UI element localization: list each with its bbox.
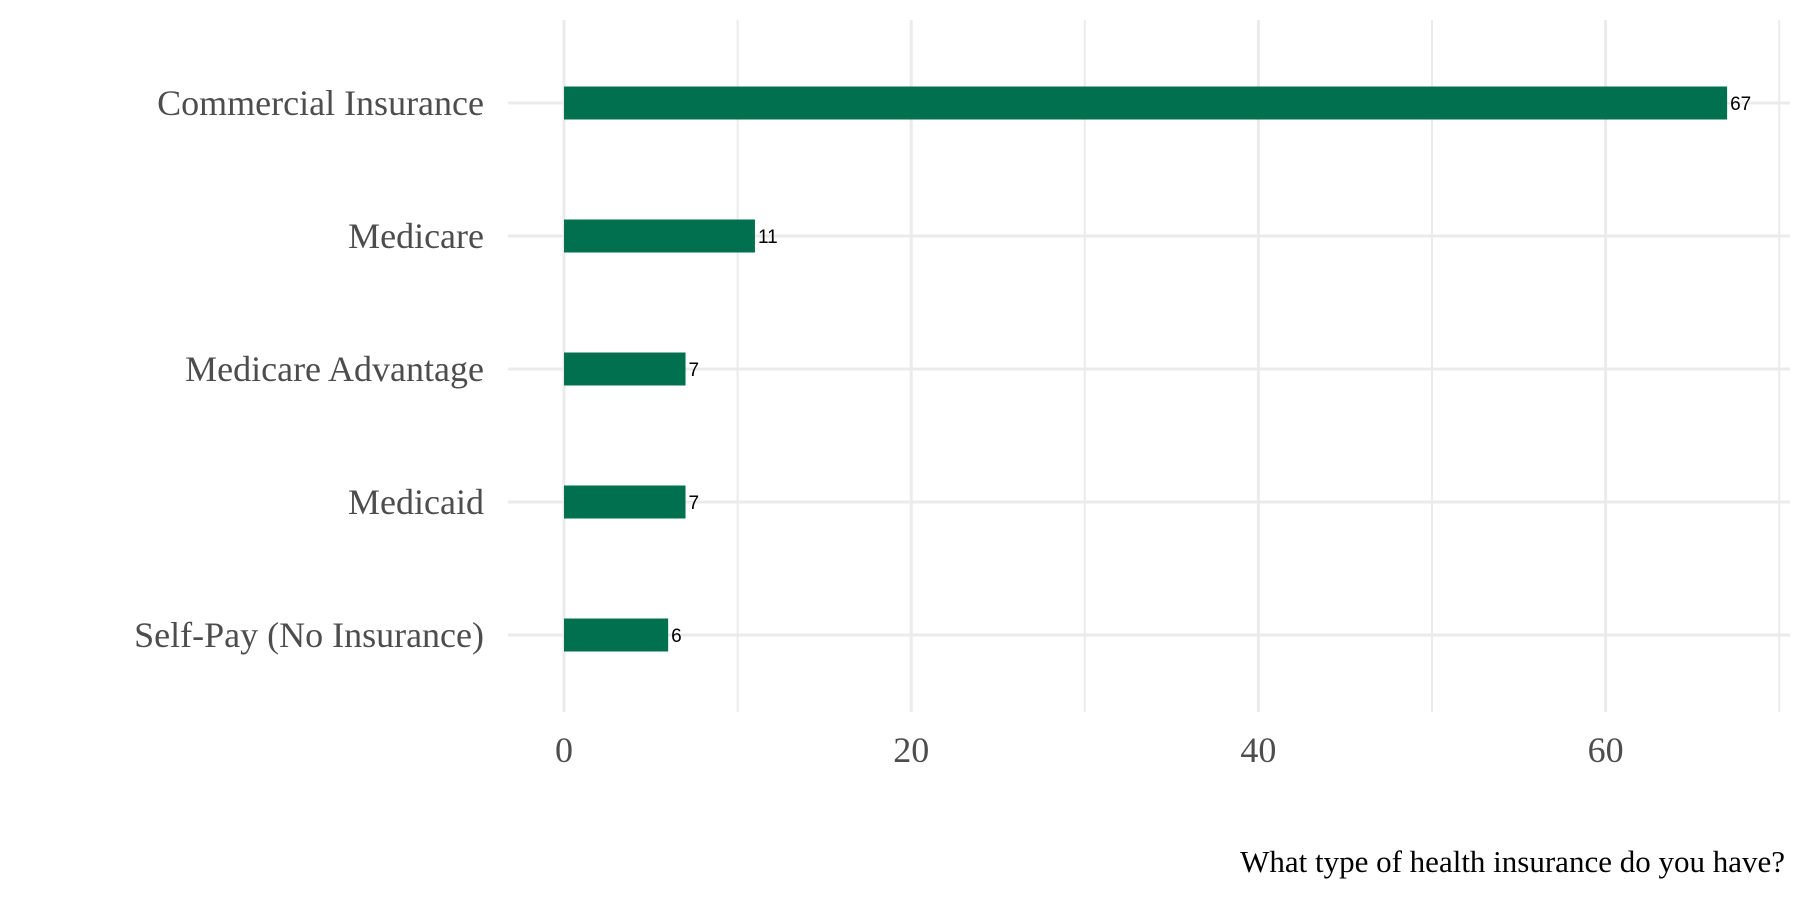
category-label: Commercial Insurance	[157, 83, 484, 123]
x-tick-label: 40	[1240, 730, 1276, 770]
data-label: 6	[671, 626, 682, 647]
data-label: 67	[1730, 94, 1751, 115]
chart-caption: What type of health insurance do you hav…	[1240, 844, 1785, 879]
bar	[564, 618, 669, 652]
category-label: Self-Pay (No Insurance)	[134, 615, 484, 655]
data-label: 7	[689, 493, 700, 514]
data-label: 7	[689, 360, 700, 381]
grid-layer	[508, 20, 1790, 712]
category-label: Medicare	[348, 216, 484, 256]
bar-layer	[564, 86, 1728, 652]
x-axis-tick-layer: 0 20 40 60	[555, 730, 1624, 770]
bar	[564, 86, 1728, 120]
x-tick-label: 60	[1588, 730, 1624, 770]
x-tick-label: 20	[893, 730, 929, 770]
data-label: 11	[758, 227, 778, 248]
bar	[564, 485, 686, 519]
x-tick-label: 0	[555, 730, 573, 770]
bar	[564, 352, 686, 386]
bar	[564, 219, 755, 253]
category-label: Medicare Advantage	[185, 349, 484, 389]
category-label: Medicaid	[348, 482, 484, 522]
